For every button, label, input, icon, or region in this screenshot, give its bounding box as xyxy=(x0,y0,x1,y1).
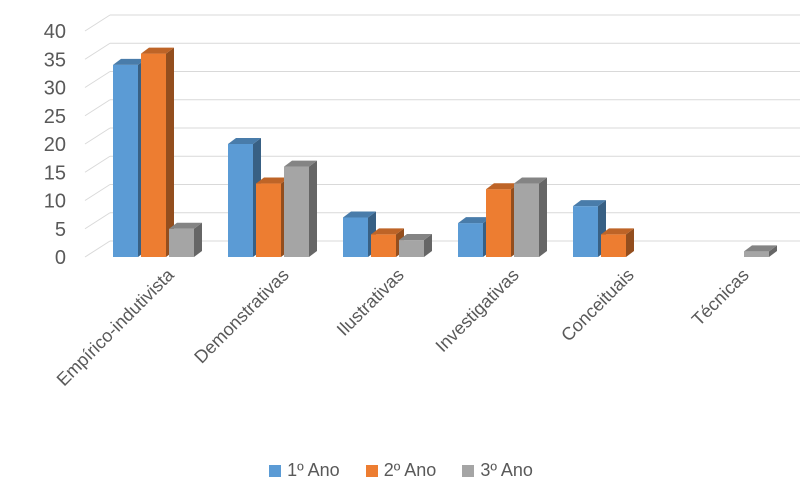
bar-top-0-1 xyxy=(228,138,261,144)
bar-top-2-1 xyxy=(284,160,317,167)
bar-0-0 xyxy=(113,64,138,258)
bar-top-2-3 xyxy=(514,177,547,184)
bar-side-2-5 xyxy=(769,245,777,257)
x-tick-label-3: Investigativas xyxy=(432,265,523,356)
legend-item-series-2: 2º Ano xyxy=(365,460,437,481)
bar-side-1-0 xyxy=(166,47,174,257)
bar-top-1-1 xyxy=(256,177,289,184)
bar-chart: 0 5 10 15 20 25 30 35 40 Empírico-indutivista Demo… xyxy=(44,14,800,390)
bar-top-1-0 xyxy=(141,47,174,54)
bar-2-2 xyxy=(399,240,424,257)
legend-swatch-series-3 xyxy=(462,464,475,477)
x-tick-label-1: Demonstrativas xyxy=(190,265,293,368)
bar-top-2-2 xyxy=(399,234,432,241)
legend-label-series-3: 3º Ano xyxy=(480,460,533,480)
gridline-side-8 xyxy=(84,14,111,32)
bar-2-1 xyxy=(284,166,309,257)
bar-side-2-0 xyxy=(194,222,202,257)
x-tick-label-5: Técnicas xyxy=(688,265,753,330)
legend-label-series-2: 2º Ano xyxy=(383,460,437,480)
bar-top-1-3 xyxy=(486,183,519,190)
gridline-side-6 xyxy=(84,71,111,88)
legend-label-series-1: 1º Ano xyxy=(287,460,340,480)
bar-top-1-2 xyxy=(371,228,404,235)
bar-1-4 xyxy=(601,234,626,257)
bar-top-2-5 xyxy=(744,245,777,252)
bar-1-3 xyxy=(486,189,511,257)
bar-side-2-3 xyxy=(539,177,547,257)
y-tick-label-0: 0 xyxy=(55,247,66,269)
bar-side-2-1 xyxy=(309,160,317,257)
bar-2-0 xyxy=(169,228,194,257)
bar-0-4 xyxy=(573,206,598,257)
legend-item-series-1: 1º Ano xyxy=(269,460,340,481)
y-tick-label-3: 15 xyxy=(44,162,66,184)
gridline-side-3 xyxy=(84,155,111,173)
bar-top-0-0 xyxy=(113,58,146,65)
bar-side-2-2 xyxy=(424,234,432,257)
y-tick-label-4: 20 xyxy=(44,134,66,156)
chart-legend: 1º Ano 2º Ano 3º Ano xyxy=(0,460,802,481)
y-tick-label-5: 25 xyxy=(44,106,66,128)
y-tick-label-7: 35 xyxy=(44,49,66,71)
gridline-side-7 xyxy=(84,42,111,60)
bar-top-0-3 xyxy=(458,217,491,224)
bar-2-5 xyxy=(744,251,769,257)
gridline-side-4 xyxy=(84,127,111,145)
bar-1-1 xyxy=(256,183,281,257)
y-tick-label-2: 10 xyxy=(44,191,66,213)
bar-side-1-4 xyxy=(626,228,634,257)
bar-top-0-4 xyxy=(573,200,606,207)
legend-swatch-series-1 xyxy=(269,464,282,477)
y-tick-label-6: 30 xyxy=(44,78,66,100)
legend-item-series-3: 3º Ano xyxy=(462,460,533,481)
bar-0-1 xyxy=(228,144,253,257)
bar-0-3 xyxy=(458,223,483,257)
gridline-side-1 xyxy=(84,212,111,230)
bar-2-3 xyxy=(514,183,539,257)
bar-1-0 xyxy=(141,53,166,257)
bar-0-2 xyxy=(343,217,368,257)
legend-swatch-series-2 xyxy=(365,464,378,477)
bar-1-2 xyxy=(371,234,396,257)
gridline-side-0 xyxy=(84,240,111,258)
x-tick-label-2: Ilustrativas xyxy=(333,265,408,340)
bar-top-0-2 xyxy=(343,211,376,218)
gridline-side-2 xyxy=(84,184,111,201)
bar-top-2-0 xyxy=(169,222,202,229)
x-tick-label-4: Conceituais xyxy=(557,265,638,346)
x-tick-label-0: Empírico-indutivista xyxy=(53,264,179,390)
gridline-side-5 xyxy=(84,99,111,117)
y-tick-label-8: 40 xyxy=(44,21,66,43)
y-tick-label-1: 5 xyxy=(55,219,66,241)
bar-top-1-4 xyxy=(601,228,634,235)
